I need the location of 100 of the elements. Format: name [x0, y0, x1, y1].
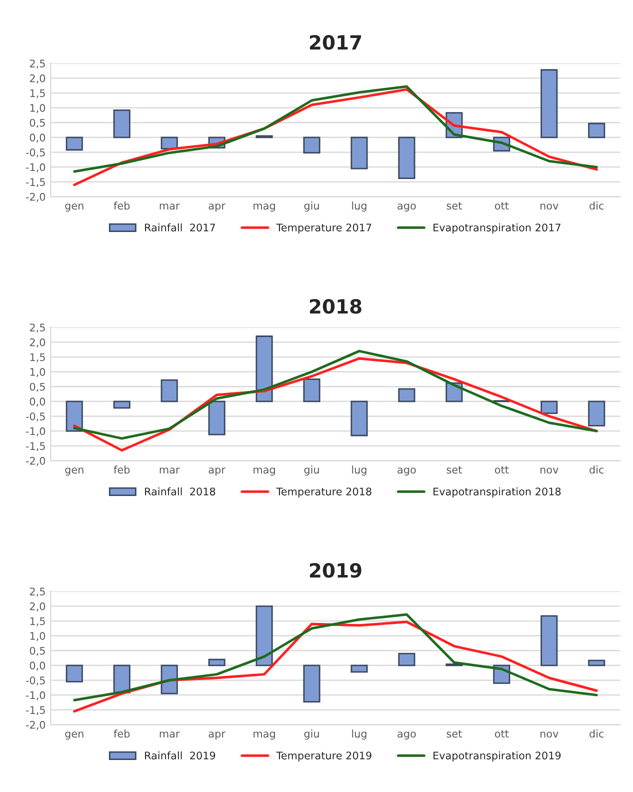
bar [398, 136, 416, 180]
x-tick-label: ott [494, 730, 509, 738]
x-tick-label: giu [304, 202, 319, 212]
y-tick-label: 0,0 [30, 134, 46, 143]
x-tick-label: dic [590, 730, 604, 738]
x-tick-label: set [446, 730, 462, 738]
x-tick-label: mag [254, 732, 275, 740]
y-tick-label: 0,5 [30, 382, 45, 392]
bar [113, 664, 130, 694]
y-tick-label: 2,5 [30, 324, 45, 333]
bar [540, 69, 558, 138]
x-tick-label: gen [65, 732, 84, 740]
legend-label: Rainfall 2017 [145, 223, 215, 232]
x-tick-label: dic [590, 202, 604, 210]
legend-label: Evapotranspiration 2018 [434, 487, 561, 498]
bar [208, 400, 226, 436]
x-tick-label: mag [254, 204, 275, 212]
y-tick-label: 2,5 [30, 60, 45, 69]
legend-label: Temperature 2017 [276, 224, 372, 234]
bar [303, 664, 320, 703]
y-tick-label: 2,0 [30, 338, 46, 348]
y-tick-label: 2,0 [30, 74, 46, 84]
bar [66, 664, 83, 682]
y-tick-label: -1,5 [26, 178, 45, 188]
x-tick-label: ott [494, 466, 509, 474]
chart-title: 2017 [310, 35, 362, 50]
x-tick-label: apr [208, 204, 226, 212]
legend-label: Rainfall 2019 [145, 751, 216, 760]
x-tick-label: feb [114, 466, 130, 474]
bar [350, 136, 368, 170]
x-tick-label: lug [352, 730, 366, 740]
x-tick-label: nov [540, 468, 558, 474]
y-tick-label: 1,5 [30, 617, 45, 626]
y-tick-label: 2,5 [30, 588, 45, 597]
legend-label: Rainfall 2018 [145, 487, 216, 496]
y-tick-label: 1,0 [30, 632, 46, 641]
y-tick-label: 1,0 [30, 368, 46, 377]
y-tick-label: -0,5 [26, 676, 45, 686]
legend-label: Evapotranspiration 2019 [434, 751, 561, 762]
bar [66, 136, 83, 151]
x-tick-label: giu [304, 730, 319, 740]
y-tick-label: -1,0 [26, 163, 46, 172]
x-tick-label: dic [590, 466, 604, 474]
y-tick-label: -0,5 [26, 412, 45, 422]
y-tick-label: 1,5 [30, 89, 45, 98]
legend-label: Evapotranspiration 2017 [434, 223, 560, 234]
y-tick-label: 0,5 [30, 646, 45, 656]
y-tick-label: -1,5 [26, 442, 45, 452]
y-tick-label: -1,0 [26, 427, 46, 436]
x-tick-label: feb [114, 730, 130, 738]
x-tick-label: lug [352, 202, 366, 212]
x-tick-label: mar [160, 468, 180, 474]
bar [588, 660, 606, 666]
line-series [73, 85, 598, 173]
x-tick-label: nov [540, 204, 558, 210]
x-tick-label: feb [114, 202, 130, 210]
y-tick-label: 0,0 [30, 398, 46, 407]
y-tick-label: -2,0 [26, 192, 46, 202]
y-tick-label: 1,5 [30, 353, 45, 362]
x-tick-label: lug [352, 466, 366, 476]
line-series [73, 613, 598, 702]
x-tick-label: ago [398, 732, 416, 740]
bar [113, 400, 130, 409]
bar [398, 388, 416, 402]
y-tick-label: -2,0 [26, 720, 46, 730]
bar [398, 652, 416, 666]
x-tick-label: set [446, 466, 462, 474]
bar [303, 378, 320, 402]
y-tick-label: -0,5 [26, 148, 45, 158]
y-tick-label: 2,0 [30, 602, 46, 612]
x-tick-label: gen [65, 204, 84, 212]
bar [588, 400, 606, 426]
y-tick-label: 1,0 [30, 104, 46, 113]
x-tick-label: ago [398, 204, 416, 212]
bar [350, 664, 368, 673]
bar [256, 605, 273, 666]
bar [256, 336, 273, 402]
chart-title: 2018 [310, 299, 362, 314]
legend-label: Temperature 2019 [276, 752, 372, 762]
y-tick-label: 0,5 [30, 118, 45, 128]
bar [350, 400, 368, 436]
x-tick-label: mag [254, 468, 275, 476]
line-series [73, 350, 598, 440]
legend-label: Temperature 2018 [276, 488, 372, 498]
x-tick-label: ott [494, 202, 509, 210]
bar [588, 122, 606, 138]
x-tick-label: giu [304, 466, 319, 476]
chart-title: 2019 [310, 563, 362, 578]
x-tick-label: ago [398, 468, 416, 476]
x-tick-label: apr [208, 732, 226, 740]
x-tick-label: mar [160, 732, 180, 738]
y-tick-label: 0,0 [30, 662, 46, 671]
x-tick-label: gen [65, 468, 84, 476]
y-tick-label: -1,0 [26, 691, 46, 700]
x-tick-label: nov [540, 732, 558, 738]
bar [160, 664, 178, 694]
x-tick-label: set [446, 202, 462, 210]
bar [160, 379, 178, 402]
bar [113, 109, 130, 138]
x-tick-label: apr [208, 468, 226, 476]
